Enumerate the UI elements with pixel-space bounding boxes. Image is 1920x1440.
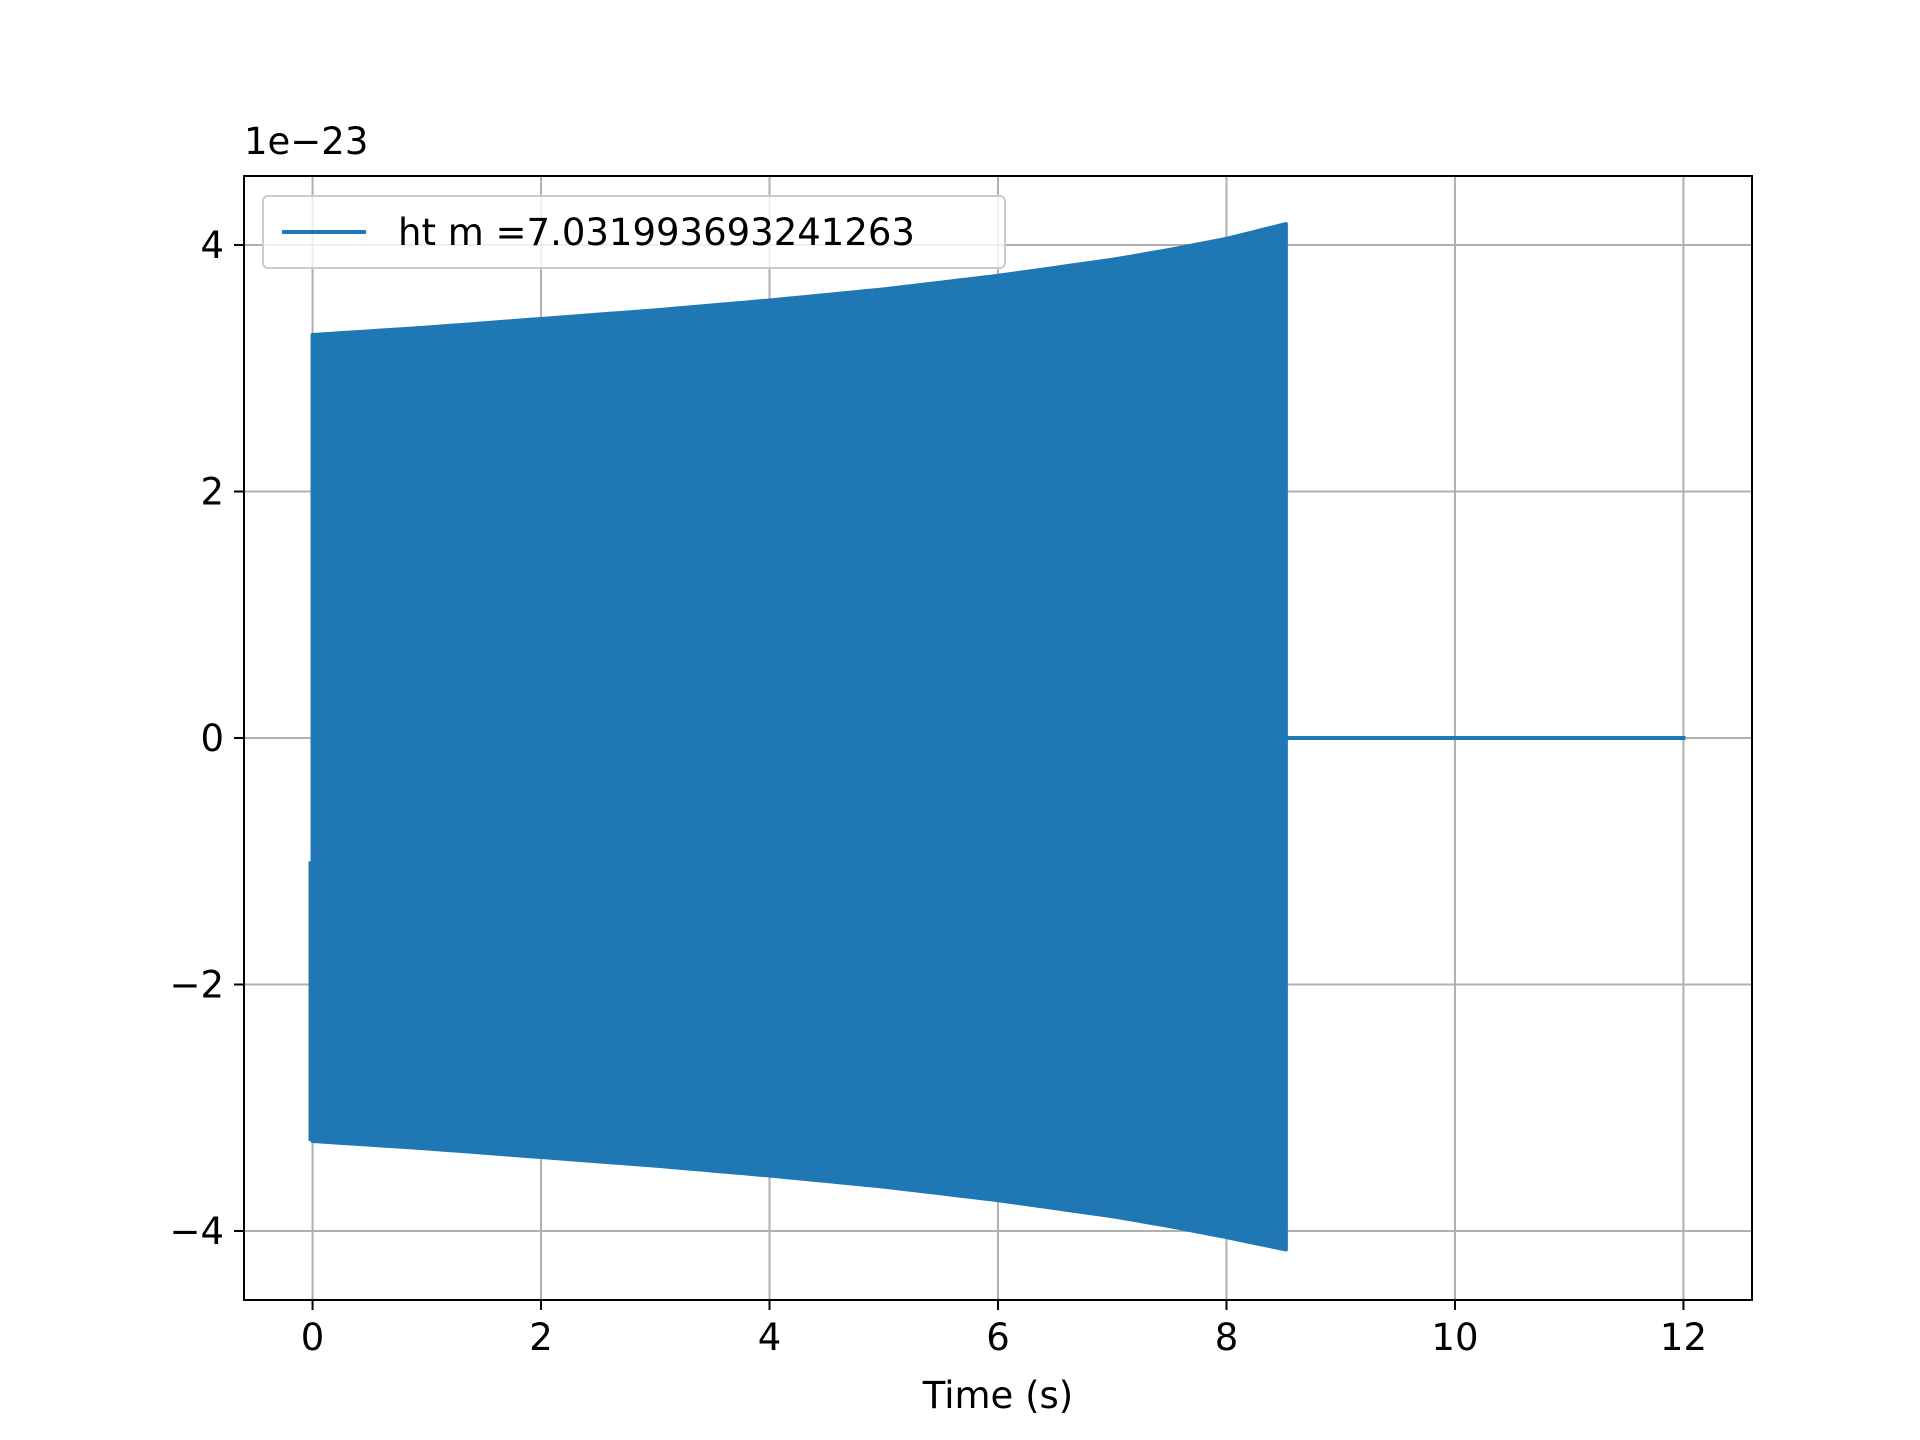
legend: ht m =7.031993693241263 [262, 195, 1006, 269]
x-axis-label: Time (s) [922, 1374, 1073, 1417]
waveform-band [310, 222, 1288, 1252]
y-tick-label-0: −4 [169, 1210, 224, 1253]
y-tick-label-2: 0 [200, 717, 224, 760]
legend-entry-label: ht m =7.031993693241263 [398, 211, 915, 254]
y-axis-offset-text: 1e−23 [244, 120, 368, 163]
legend-box [262, 195, 1006, 269]
x-tick-label-6: 12 [1660, 1316, 1707, 1359]
x-axis: 0 2 4 6 8 10 12 [301, 1300, 1707, 1359]
x-tick-label-2: 4 [758, 1316, 782, 1359]
x-tick-label-5: 10 [1431, 1316, 1478, 1359]
x-tick-label-4: 8 [1215, 1316, 1239, 1359]
y-tick-label-1: −2 [169, 963, 224, 1006]
y-axis: −4 −2 0 2 4 [169, 224, 244, 1253]
x-tick-label-1: 2 [529, 1316, 553, 1359]
y-tick-label-4: 4 [200, 224, 224, 267]
x-tick-label-0: 0 [301, 1316, 325, 1359]
x-tick-label-3: 6 [986, 1316, 1010, 1359]
y-tick-label-3: 2 [200, 471, 224, 514]
series-ht [308, 222, 1686, 1252]
